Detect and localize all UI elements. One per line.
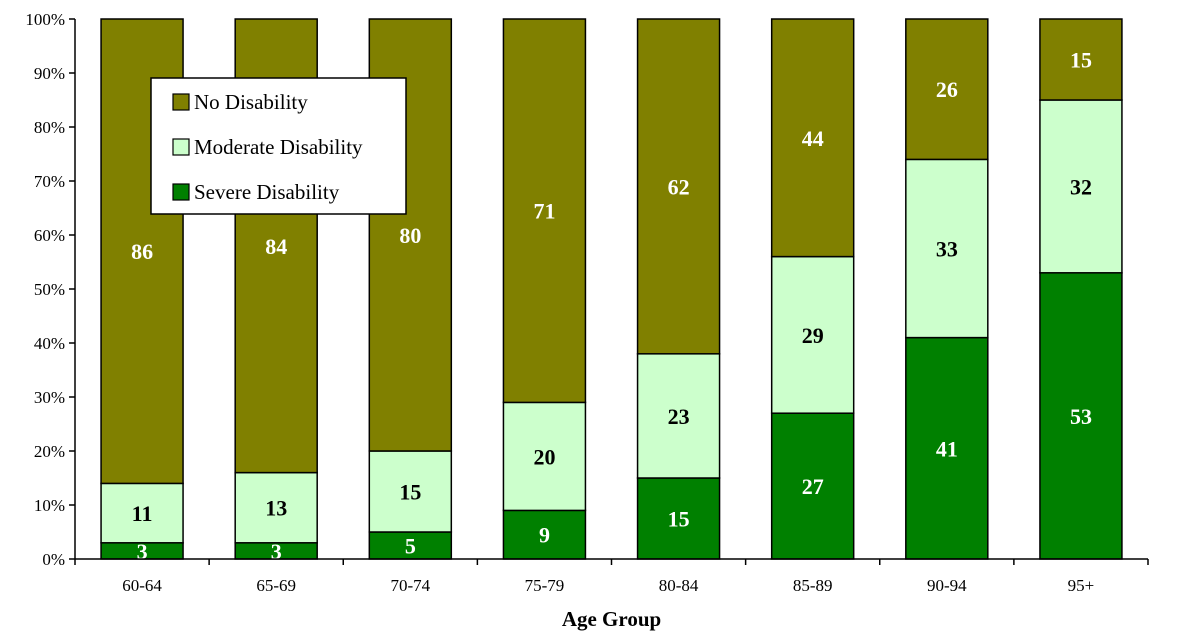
bar-moderate-disability-95: [1039, 99, 1123, 274]
bar-no-disability-95: [1039, 18, 1123, 101]
data-label-severe-disability-80-84: 15: [668, 507, 690, 532]
y-tick-label: 60%: [34, 226, 65, 245]
bar-severe-disability-85-89: [770, 412, 855, 560]
legend: No Disability Moderate Disability Severe D…: [150, 77, 407, 215]
data-label-moderate-disability-75-79: 20: [533, 444, 555, 469]
data-label-severe-disability-70-74: 5: [405, 534, 416, 559]
data-label-no-disability-65-69: 84: [265, 234, 287, 259]
x-tick-label-60-64: 60-64: [122, 576, 162, 595]
bars-layer: [100, 18, 1123, 560]
data-label-moderate-disability-65-69: 13: [265, 496, 287, 521]
x-axis-title: Age Group: [562, 607, 661, 631]
bar-no-disability-75-79: [502, 18, 587, 404]
x-tick-label-75-79: 75-79: [525, 576, 565, 595]
legend-swatch-severe-disability: [172, 183, 190, 201]
bar-severe-disability-70-74: [368, 531, 453, 560]
y-tick-label: 50%: [34, 280, 65, 299]
bar-moderate-disability-70-74: [368, 450, 453, 533]
legend-swatch-no-disability: [172, 93, 190, 111]
data-label-moderate-disability-90-94: 33: [936, 237, 958, 262]
x-tick-label-95: 95+: [1068, 576, 1095, 595]
data-label-moderate-disability-70-74: 15: [399, 480, 421, 505]
data-label-moderate-disability-60-64: 11: [132, 501, 153, 526]
x-tick-label-80-84: 80-84: [659, 576, 699, 595]
data-label-no-disability-85-89: 44: [802, 126, 824, 151]
data-label-no-disability-95: 15: [1070, 48, 1092, 73]
data-label-no-disability-80-84: 62: [668, 174, 690, 199]
y-tick-label: 20%: [34, 442, 65, 461]
bar-no-disability-90-94: [905, 18, 989, 161]
y-ticks: 0% 10% 20% 30% 40% 50% 60% 70% 80% 90% 100%: [25, 10, 75, 569]
data-label-severe-disability-75-79: 9: [539, 523, 550, 548]
legend-swatch-moderate-disability: [172, 138, 190, 156]
data-label-severe-disability-60-64: 3: [137, 539, 148, 564]
x-tick-label-70-74: 70-74: [390, 576, 430, 595]
bar-moderate-disability-65-69: [234, 471, 318, 544]
data-label-severe-disability-95: 53: [1070, 404, 1092, 429]
data-label-moderate-disability-85-89: 29: [802, 323, 824, 348]
y-tick-label: 90%: [34, 64, 65, 83]
data-label-severe-disability-90-94: 41: [936, 436, 958, 461]
data-labels-layer: 3 11 86 3 13 84 5 15 80 9 20 71 15 23 62 27 29 44 41 33 26 53…: [131, 48, 1092, 564]
bar-moderate-disability-75-79: [502, 401, 587, 512]
data-label-moderate-disability-95: 32: [1070, 174, 1092, 199]
x-tick-label-65-69: 65-69: [256, 576, 296, 595]
bar-severe-disability-90-94: [905, 336, 989, 560]
bar-severe-disability-75-79: [502, 509, 587, 560]
bar-moderate-disability-85-89: [770, 255, 855, 414]
bar-severe-disability-80-84: [636, 477, 721, 560]
data-label-no-disability-70-74: 80: [399, 223, 421, 248]
y-tick-label: 100%: [25, 10, 65, 29]
bar-no-disability-80-84: [636, 18, 721, 355]
bar-moderate-disability-60-64: [100, 482, 184, 544]
x-ticks: 60-64 65-69 70-74 75-79 80-84 85-89 90-94 95+: [74, 559, 1149, 595]
legend-label-no-disability: No Disability: [194, 90, 308, 114]
y-tick-label: 40%: [34, 334, 65, 353]
legend-box: [150, 77, 407, 215]
y-tick-label: 80%: [34, 118, 65, 137]
data-label-no-disability-90-94: 26: [936, 77, 958, 102]
bar-severe-disability-95: [1039, 272, 1123, 560]
x-tick-label-90-94: 90-94: [927, 576, 967, 595]
bar-no-disability-85-89: [770, 18, 855, 258]
x-tick-label-85-89: 85-89: [793, 576, 833, 595]
data-label-severe-disability-65-69: 3: [271, 539, 282, 564]
y-tick-label: 70%: [34, 172, 65, 191]
legend-label-moderate-disability: Moderate Disability: [194, 135, 363, 159]
data-label-severe-disability-85-89: 27: [802, 474, 824, 499]
bar-moderate-disability-80-84: [636, 353, 721, 479]
y-tick-label: 30%: [34, 388, 65, 407]
legend-label-severe-disability: Severe Disability: [194, 180, 340, 204]
data-label-no-disability-60-64: 86: [131, 239, 153, 264]
y-tick-label: 10%: [34, 496, 65, 515]
data-label-no-disability-75-79: 71: [533, 199, 555, 224]
data-label-moderate-disability-80-84: 23: [668, 404, 690, 429]
y-tick-label: 0%: [42, 550, 65, 569]
